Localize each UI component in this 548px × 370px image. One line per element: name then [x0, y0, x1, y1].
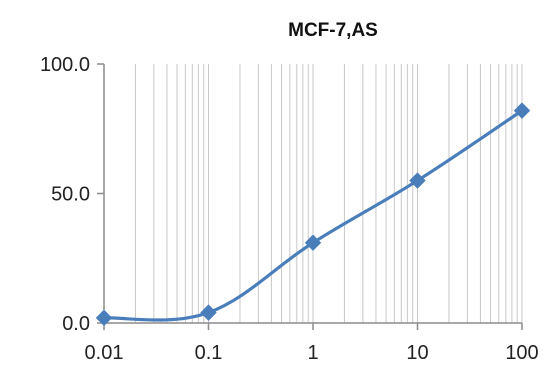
data-point-1: [200, 304, 217, 321]
x-tick-label-0: 0.01: [85, 342, 124, 364]
data-point-4: [513, 102, 531, 119]
grid: [103, 64, 523, 323]
y-tick-label-1: 50.0: [51, 184, 90, 206]
data-point-2: [304, 234, 322, 251]
x-tick-label-1: 0.1: [195, 342, 223, 364]
data-point-0: [95, 309, 113, 327]
y-tick-label-0: 0.0: [62, 313, 90, 335]
axes: [97, 63, 523, 330]
x-tick-label-4: 100: [505, 342, 538, 364]
data-point-3: [409, 172, 426, 189]
y-tick-labels: 0.0 50.0 100.0: [40, 54, 90, 335]
x-tick-label-2: 1: [307, 342, 318, 364]
series: [95, 102, 531, 327]
x-tick-label-3: 10: [406, 342, 428, 364]
x-tick-labels: 0.01 0.1 1 10 100: [85, 342, 539, 364]
y-tick-label-2: 100.0: [40, 54, 90, 76]
chart-title: MCF-7,AS: [288, 20, 378, 41]
